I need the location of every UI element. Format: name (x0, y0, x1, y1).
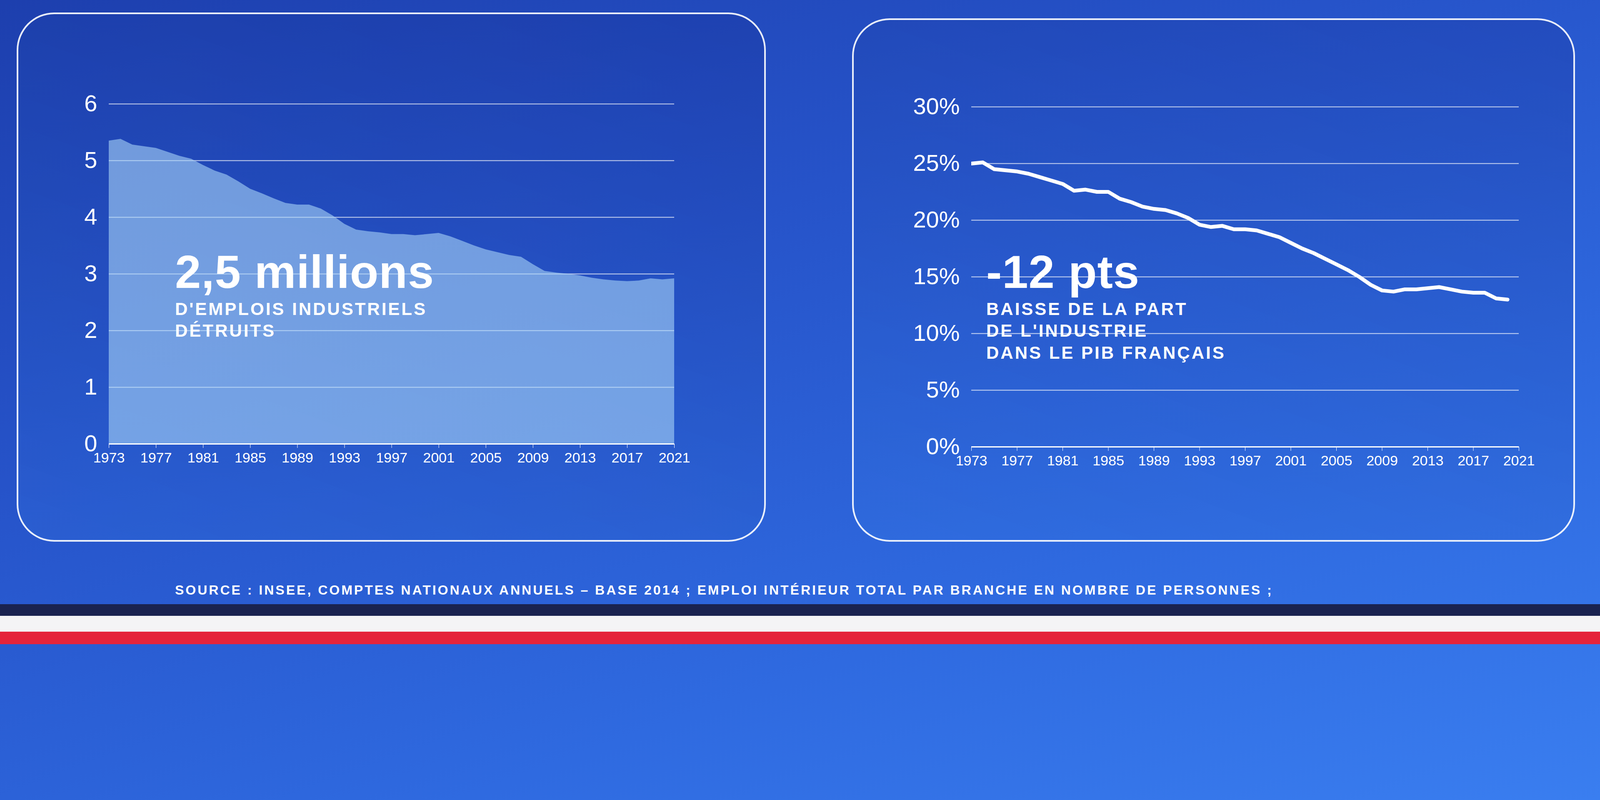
svg-text:2: 2 (84, 316, 98, 343)
svg-text:3: 3 (84, 260, 98, 287)
svg-text:1997: 1997 (375, 449, 408, 466)
svg-text:20%: 20% (912, 206, 960, 233)
svg-text:6: 6 (84, 90, 98, 117)
svg-text:1977: 1977 (140, 449, 173, 466)
svg-text:15%: 15% (912, 262, 960, 290)
html-text:2,5 millions: 2,5 millions (175, 245, 435, 298)
svg-text:1973: 1973 (955, 452, 988, 469)
svg-text:1: 1 (84, 373, 98, 400)
svg-text:2021: 2021 (658, 449, 691, 466)
html-text:-12 pts: -12 pts (986, 245, 1140, 298)
svg-text:25%: 25% (912, 149, 960, 176)
svg-text:2021: 2021 (1503, 452, 1535, 469)
svg-text:2009: 2009 (517, 449, 549, 466)
svg-text:2001: 2001 (1275, 452, 1307, 469)
svg-text:2009: 2009 (1366, 452, 1398, 469)
svg-text:1989: 1989 (1138, 452, 1170, 469)
svg-text:10%: 10% (912, 319, 960, 346)
svg-text:1997: 1997 (1229, 452, 1262, 469)
svg-text:5: 5 (84, 146, 98, 173)
svg-text:1993: 1993 (1183, 452, 1216, 469)
svg-text:2005: 2005 (470, 449, 502, 466)
svg-text:4: 4 (84, 203, 98, 230)
svg-text:0%: 0% (926, 432, 960, 460)
svg-text:1993: 1993 (328, 449, 361, 466)
svg-text:1981: 1981 (1047, 452, 1079, 469)
html-text:SOURCE : INSEE, COMPTES NATION: SOURCE : INSEE, COMPTES NATIONAUX ANNUEL… (175, 582, 1274, 598)
svg-text:1981: 1981 (187, 449, 220, 466)
svg-text:2017: 2017 (611, 449, 644, 466)
svg-text:1989: 1989 (281, 449, 314, 466)
svg-text:5%: 5% (926, 376, 960, 403)
svg-text:30%: 30% (912, 92, 960, 120)
svg-text:1977: 1977 (1001, 452, 1033, 469)
svg-text:1985: 1985 (234, 449, 267, 466)
svg-text:2005: 2005 (1320, 452, 1353, 469)
svg-text:1985: 1985 (1092, 452, 1125, 469)
html-text:BAISSE DE LA PART DE L'INDUSTR: BAISSE DE LA PART DE L'INDUSTRIE DANS LE… (986, 299, 1226, 363)
svg-text:2001: 2001 (422, 449, 455, 466)
svg-text:2013: 2013 (564, 449, 597, 466)
svg-text:2017: 2017 (1457, 452, 1490, 469)
svg-text:2013: 2013 (1412, 452, 1444, 469)
svg-text:1973: 1973 (93, 449, 125, 466)
html-text:D'EMPLOIS INDUSTRIELS DÉTRUITS: D'EMPLOIS INDUSTRIELS DÉTRUITS (175, 299, 428, 341)
svg-text:0: 0 (84, 430, 98, 457)
